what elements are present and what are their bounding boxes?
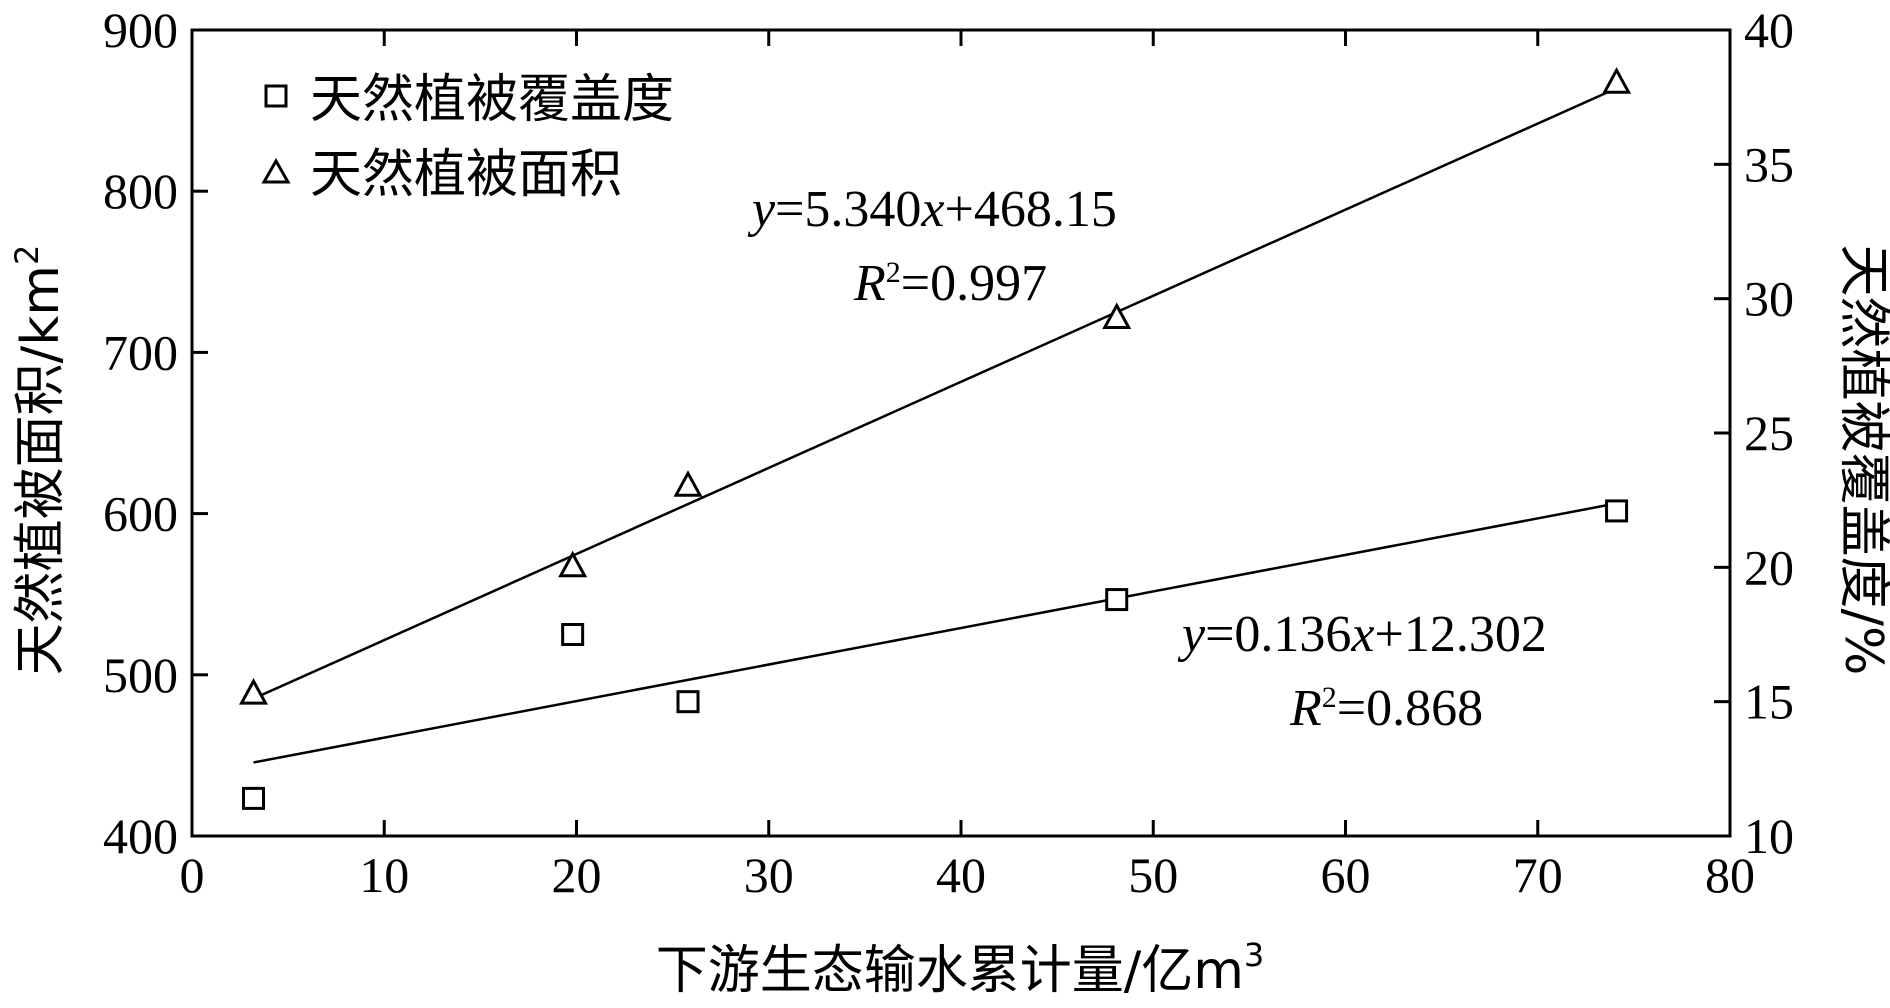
legend-triangle-marker xyxy=(261,157,291,184)
y-right-tick-label: 35 xyxy=(1744,136,1794,192)
x-tick-label: 20 xyxy=(552,847,602,903)
y-left-tick-label: 400 xyxy=(103,808,178,864)
area-point xyxy=(1102,302,1132,330)
legend-label-coverage: 天然植被覆盖度 xyxy=(310,70,674,130)
x-tick-label: 30 xyxy=(744,847,794,903)
y-right-tick-label: 20 xyxy=(1744,539,1794,595)
x-tick-label: 70 xyxy=(1513,847,1563,903)
area-point xyxy=(238,678,269,705)
equation-coverage-line: y=0.136x+12.302 xyxy=(1177,606,1547,663)
x-axis-title: 下游生态输水累计量/亿m3 xyxy=(656,936,1265,1001)
y-right-tick-label: 40 xyxy=(1744,2,1794,58)
x-tick-label: 50 xyxy=(1128,847,1178,903)
equation-coverage: y=0.136x+12.302 R2=0.868 xyxy=(1177,606,1547,737)
axis-ticks: 0 10 20 30 40 50 60 70 80 400 500 600 700 800 900 10 15 2… xyxy=(103,2,1794,903)
y-right-tick-label: 10 xyxy=(1744,808,1794,864)
legend: 天然植被覆盖度 天然植被面积 xyxy=(261,70,674,205)
x-tick-label: 40 xyxy=(936,847,986,903)
y-left-axis-title: 天然植被面积/km2 xyxy=(8,245,71,676)
coverage-point xyxy=(561,623,585,646)
coverage-point xyxy=(676,690,700,714)
data-markers xyxy=(238,67,1632,810)
fit-line-coverage xyxy=(253,502,1617,764)
y-left-tick-label: 500 xyxy=(103,647,178,703)
area-point xyxy=(673,470,703,497)
fit-line-area xyxy=(253,87,1618,700)
y-left-tick-label: 900 xyxy=(103,2,178,58)
y-right-tick-label: 25 xyxy=(1744,405,1794,461)
y-left-tick-label: 700 xyxy=(103,324,178,380)
equation-coverage-r2: R2=0.868 xyxy=(1289,680,1483,737)
equation-area: y=5.340x+468.15 R2=0.997 xyxy=(747,181,1117,312)
equation-area-r2: R2=0.997 xyxy=(853,255,1047,312)
y-right-tick-label: 30 xyxy=(1744,271,1794,327)
coverage-point xyxy=(1605,499,1629,523)
y-left-tick-label: 800 xyxy=(103,163,178,219)
x-tick-label: 80 xyxy=(1705,847,1755,903)
fit-lines xyxy=(253,87,1618,764)
coverage-point xyxy=(1105,588,1129,612)
y-right-tick-label: 15 xyxy=(1744,674,1794,730)
legend-label-area: 天然植被面积 xyxy=(310,145,622,205)
equation-area-line: y=5.340x+468.15 xyxy=(747,181,1117,238)
x-tick-label: 10 xyxy=(359,847,409,903)
legend-square-marker xyxy=(264,84,288,108)
x-tick-label: 0 xyxy=(180,847,205,903)
area-point xyxy=(558,550,588,578)
coverage-point xyxy=(242,786,266,810)
y-right-axis-title: 天然植被覆盖度/% xyxy=(1833,245,1890,676)
area-point xyxy=(1602,67,1632,94)
y-left-tick-label: 600 xyxy=(103,486,178,542)
x-tick-label: 60 xyxy=(1321,847,1371,903)
